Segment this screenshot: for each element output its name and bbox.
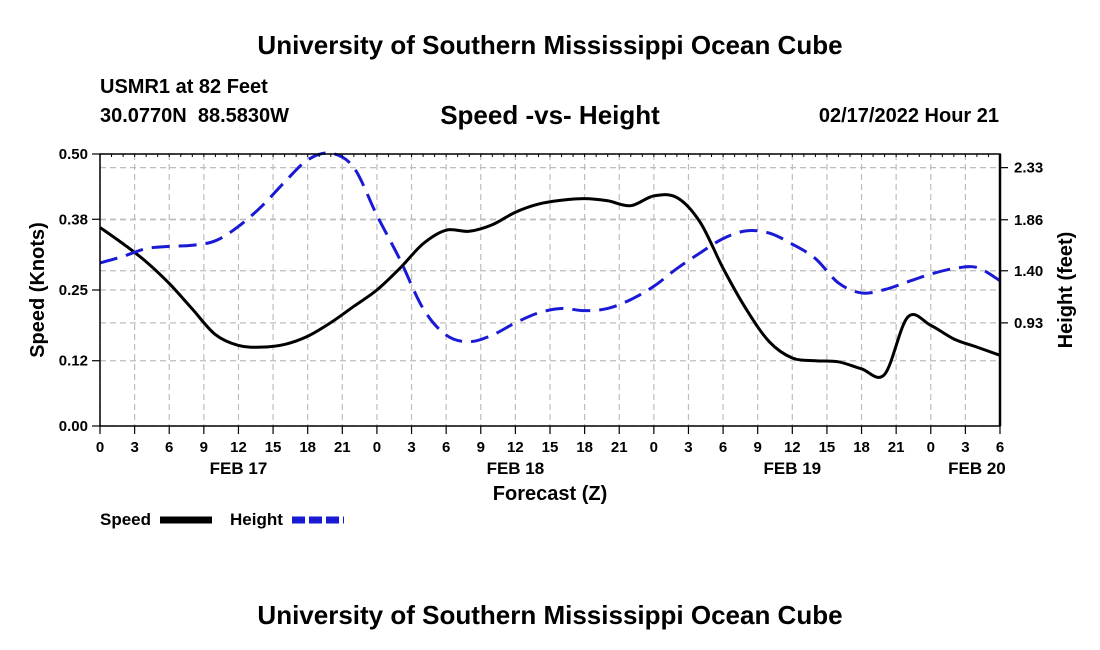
x-axis-label: Forecast (Z): [493, 483, 607, 505]
footer-title: University of Southern Mississippi Ocean…: [257, 600, 843, 630]
x-tick-label: 15: [819, 439, 836, 456]
x-tick-label: 15: [542, 439, 559, 456]
x-tick-label: 15: [265, 439, 282, 456]
y-left-tick-label: 0.50: [59, 146, 88, 163]
legend: Speed Height: [100, 510, 344, 529]
x-tick-label: 12: [230, 439, 247, 456]
x-tick-label: 18: [576, 439, 593, 456]
y-axis-right-label: Height (feet): [1055, 232, 1077, 349]
y-left-tick-label: 0.12: [59, 353, 88, 370]
x-tick-label: 3: [961, 439, 969, 456]
x-tick-label: 9: [200, 439, 208, 456]
series-layer: [99, 151, 1001, 379]
height-series-line: [99, 151, 1001, 344]
y-right-tick-label: 1.40: [1014, 263, 1043, 280]
station-name: USMR1 at 82 Feet: [100, 76, 268, 98]
legend-label-speed: Speed: [100, 510, 151, 529]
x-tick-label: 0: [96, 439, 104, 456]
chart-title: Speed -vs- Height: [440, 100, 660, 130]
x-tick-label: 0: [650, 439, 658, 456]
y-left-tick-label: 0.38: [59, 211, 88, 228]
x-tick-label: 6: [442, 439, 450, 456]
y-right-tick-label: 2.33: [1014, 160, 1043, 177]
legend-label-height: Height: [230, 510, 283, 529]
x-tick-label: 12: [507, 439, 524, 456]
x-tick-label: 18: [299, 439, 316, 456]
axes: 0 3 6 9 12 15 18 21 0 3 6 9 12 15 18 21 0 3 6 9 12 15 18 21 0 3 6 F…: [59, 146, 1043, 478]
x-tick-label: 0: [373, 439, 381, 456]
forecast-datetime: 02/17/2022 Hour 21: [818, 105, 999, 127]
x-tick-label: 3: [130, 439, 138, 456]
date-label: FEB 20: [948, 459, 1006, 478]
x-tick-label: 21: [888, 439, 905, 456]
x-tick-label: 6: [165, 439, 173, 456]
x-tick-label: 21: [611, 439, 628, 456]
x-tick-label: 6: [996, 439, 1004, 456]
x-tick-label: 6: [719, 439, 727, 456]
x-tick-label: 0: [927, 439, 935, 456]
date-label: FEB 17: [210, 459, 268, 478]
date-label: FEB 18: [487, 459, 545, 478]
y-right-tick-label: 0.93: [1014, 315, 1043, 332]
x-tick-label: 21: [334, 439, 351, 456]
y-right-tick-label: 1.86: [1014, 212, 1043, 229]
page-title: University of Southern Mississippi Ocean…: [257, 30, 843, 60]
x-tick-label: 3: [684, 439, 692, 456]
y-axis-left-label: Speed (Knots): [27, 222, 49, 358]
speed-series-line: [99, 193, 1001, 379]
x-tick-label: 9: [477, 439, 485, 456]
y-left-tick-label: 0.00: [59, 418, 88, 435]
y-left-tick-label: 0.25: [59, 282, 88, 299]
x-tick-label: 12: [784, 439, 801, 456]
grid: [99, 153, 1001, 427]
station-coordinates: 30.0770N 88.5830W: [100, 105, 290, 127]
date-label: FEB 19: [763, 459, 821, 478]
x-tick-label: 18: [853, 439, 870, 456]
x-tick-label: 3: [407, 439, 415, 456]
x-tick-label: 9: [754, 439, 762, 456]
